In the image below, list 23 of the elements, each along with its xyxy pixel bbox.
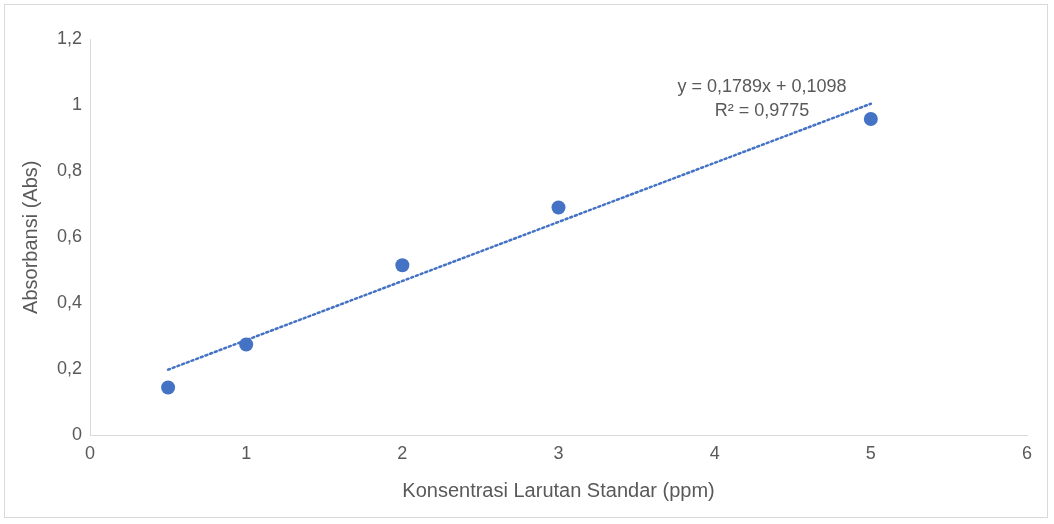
x-tick-label: 3 xyxy=(553,443,564,464)
y-tick-label: 0 xyxy=(72,424,83,445)
y-tick-label: 0,2 xyxy=(56,358,83,379)
y-axis-title: Absorbansi (Abs) xyxy=(18,160,41,314)
y-tick-label: 0,6 xyxy=(56,226,83,247)
point xyxy=(863,111,878,126)
x-tick-label: 4 xyxy=(709,443,720,464)
point xyxy=(239,337,254,352)
x-tick-label: 1 xyxy=(241,443,252,464)
x-tick-label: 6 xyxy=(1021,443,1033,464)
x-tick-label: 5 xyxy=(865,443,876,464)
y-tick-label: 1 xyxy=(72,94,83,115)
y-tick-label: 1,2 xyxy=(56,27,83,48)
y-tick-label: 0,8 xyxy=(56,160,83,181)
x-tick-label: 0 xyxy=(85,443,96,464)
point xyxy=(551,200,566,215)
annotation: y = 0,1789x + 0,1098 xyxy=(677,75,847,96)
point xyxy=(395,258,410,273)
x-axis-title: Konsentrasi Larutan Standar (ppm) xyxy=(402,478,715,501)
point xyxy=(161,380,176,395)
y-tick-label: 0,4 xyxy=(56,292,83,313)
annotation: R² = 0,9775 xyxy=(714,99,810,120)
x-tick-label: 2 xyxy=(397,443,408,464)
